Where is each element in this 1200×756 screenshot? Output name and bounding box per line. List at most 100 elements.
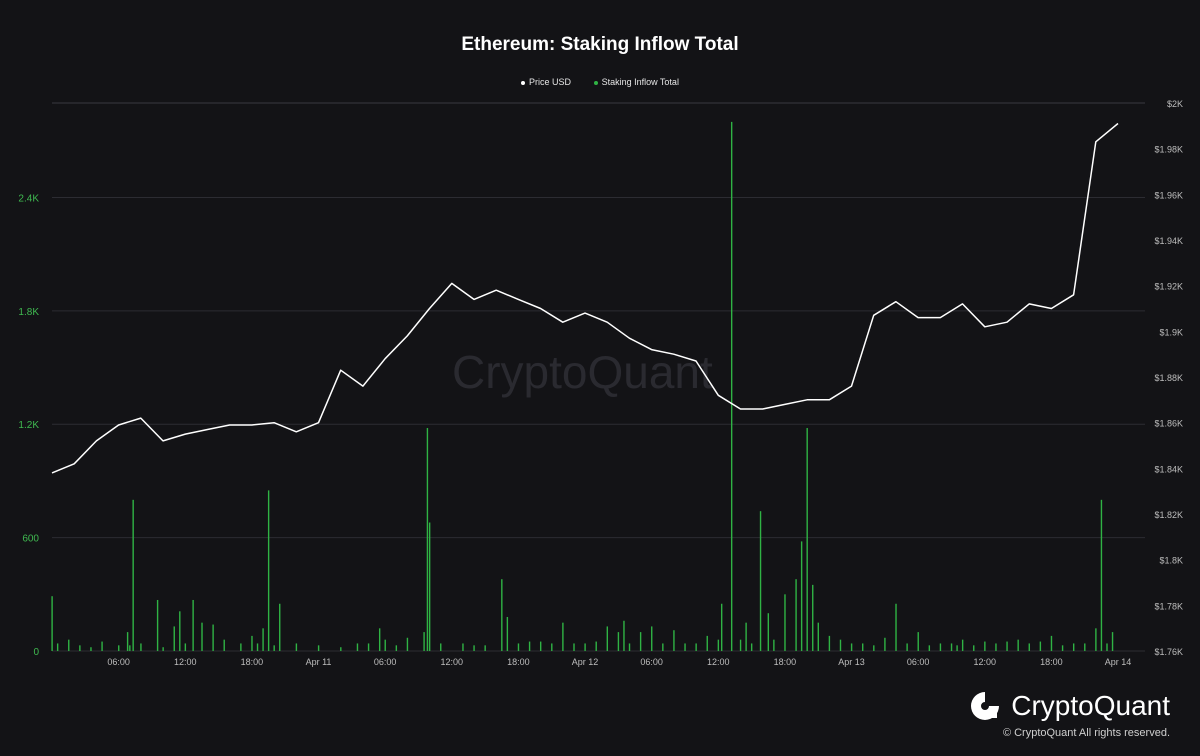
legend-dot-price	[521, 80, 526, 85]
y-right-tick-label: $1.84K	[1154, 464, 1183, 474]
y-left-tick-label: 1.8K	[18, 307, 39, 318]
staking-inflow-bar	[730, 121, 733, 652]
staking-inflow-bar	[584, 643, 586, 651]
staking-inflow-bar	[745, 622, 747, 651]
y-right-tick-label: $1.76K	[1154, 647, 1183, 657]
staking-inflow-bar	[90, 647, 92, 651]
staking-inflow-bar	[950, 643, 953, 651]
staking-inflow-bar	[129, 645, 131, 651]
legend-item-staking[interactable]: Staking Inflow Total	[593, 77, 679, 87]
staking-inflow-bar	[262, 628, 264, 651]
staking-inflow-bar	[906, 643, 908, 651]
staking-inflow-bar	[1072, 643, 1075, 651]
staking-inflow-bar	[1111, 632, 1114, 651]
staking-inflow-bar	[750, 643, 753, 651]
staking-inflow-bar	[720, 603, 723, 651]
staking-inflow-bar	[279, 603, 281, 651]
staking-inflow-bar	[767, 613, 770, 651]
y-right-tick-label: $1.78K	[1154, 601, 1183, 611]
staking-inflow-bar	[273, 645, 275, 651]
cryptoquant-logo-icon	[971, 692, 1000, 720]
staking-inflow-bar	[423, 632, 425, 651]
y-right-tick-label: $1.82K	[1154, 510, 1183, 520]
staking-inflow-bar	[295, 643, 298, 651]
chart-plot: 0 600 1.2K 1.8K 2.4K $1.76K $1.78K $1.8K $1.82K $…	[18, 99, 1183, 667]
chart-title: Ethereum: Staking Inflow Total	[461, 34, 739, 55]
staking-inflow-bar	[56, 643, 59, 651]
staking-inflow-bar	[1100, 499, 1103, 651]
staking-inflow-bar	[539, 641, 542, 651]
staking-inflow-bar	[800, 541, 803, 651]
legend-item-price[interactable]: Price USD	[521, 77, 571, 87]
staking-inflow-bar	[862, 643, 864, 651]
staking-inflow-bar	[51, 596, 53, 651]
staking-inflow-bar	[795, 579, 797, 651]
staking-inflow-bar	[1061, 645, 1064, 651]
staking-inflow-bar	[179, 611, 181, 651]
staking-inflow-bar	[984, 641, 986, 651]
staking-inflow-bar	[156, 599, 159, 651]
y-right-tick-label: $1.9K	[1159, 327, 1183, 337]
staking-inflow-bar	[1006, 641, 1008, 651]
staking-inflow-bar	[406, 637, 409, 651]
y-right-tick-label: $1.8K	[1159, 556, 1183, 566]
x-tick-label: 06:00	[907, 657, 930, 667]
x-tick-label: 18:00	[241, 657, 264, 667]
staking-inflow-bar	[673, 630, 675, 651]
y-right-tick-label: $1.94K	[1154, 236, 1183, 246]
staking-inflow-bar	[806, 428, 808, 651]
staking-inflow-bar	[501, 579, 503, 651]
staking-inflow-bar	[140, 643, 142, 651]
staking-inflow-bar	[961, 639, 964, 651]
watermark: CryptoQuant	[452, 346, 713, 398]
staking-inflow-bar	[973, 645, 975, 651]
staking-inflow-bar	[517, 643, 520, 651]
staking-inflow-bar	[212, 624, 214, 651]
x-tick-label: 18:00	[774, 657, 797, 667]
staking-inflow-bar	[1050, 635, 1053, 651]
staking-inflow-bar	[256, 643, 259, 651]
legend-label-staking: Staking Inflow Total	[601, 77, 679, 87]
x-tick-label: 12:00	[174, 657, 197, 667]
staking-inflow-bar	[884, 637, 886, 651]
staking-inflow-bar	[917, 632, 919, 651]
staking-inflow-bar	[173, 626, 175, 651]
staking-inflow-bar	[623, 620, 625, 651]
staking-inflow-bar	[473, 645, 475, 651]
staking-inflow-bar	[201, 622, 203, 651]
x-tick-label: Apr 11	[306, 657, 332, 667]
staking-inflow-bar	[995, 643, 997, 651]
y-right-tick-label: $2K	[1167, 99, 1183, 109]
staking-inflow-bar	[895, 603, 897, 651]
staking-inflow-bar	[812, 584, 814, 651]
staking-inflow-bar	[759, 511, 762, 651]
staking-inflow-bar	[426, 428, 429, 651]
x-tick-label: Apr 14	[1105, 657, 1132, 667]
staking-inflow-bar	[617, 632, 620, 651]
staking-inflow-bar	[184, 643, 187, 651]
x-tick-label: 12:00	[973, 657, 996, 667]
staking-inflow-bar	[551, 643, 553, 651]
staking-inflow-bar	[850, 643, 853, 651]
staking-inflow-bar	[1084, 643, 1086, 651]
staking-inflow-bar	[132, 499, 134, 651]
staking-inflow-bar	[717, 639, 720, 651]
staking-inflow-bar	[506, 616, 509, 651]
staking-inflow-bar	[317, 645, 320, 651]
staking-inflow-bar	[395, 645, 398, 651]
x-tick-label: 18:00	[507, 657, 530, 667]
legend-dot-staking	[593, 80, 598, 85]
brand-name: CryptoQuant	[1011, 690, 1170, 721]
staking-inflow-bar	[384, 639, 386, 651]
staking-inflow-bar	[839, 639, 842, 651]
staking-inflow-bar	[1039, 641, 1042, 651]
staking-inflow-bar	[562, 622, 564, 651]
staking-inflow-bar	[817, 622, 819, 651]
y-right-tick-label: $1.92K	[1154, 282, 1183, 292]
brand: CryptoQuant	[967, 688, 1170, 724]
y-left-tick-label: 0	[33, 647, 39, 658]
staking-inflow-bar	[1095, 628, 1097, 651]
staking-inflow-bar	[484, 645, 486, 651]
staking-inflow-bar	[162, 647, 164, 651]
chart-legend: Price USD Staking Inflow Total	[0, 77, 1200, 87]
